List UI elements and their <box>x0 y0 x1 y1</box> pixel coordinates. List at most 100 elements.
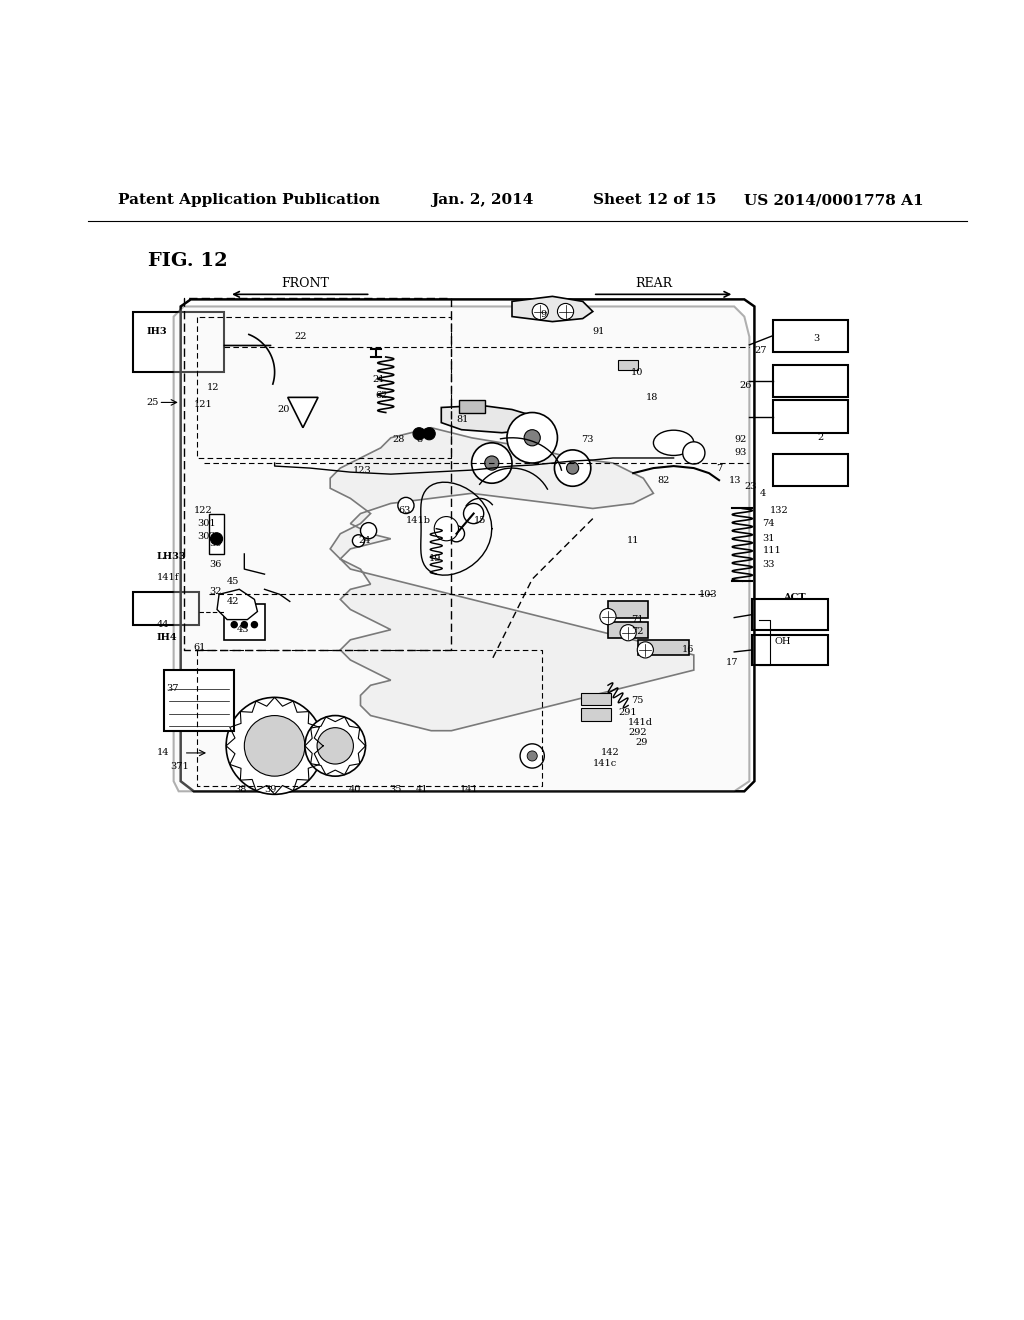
Text: 3: 3 <box>813 334 819 343</box>
Text: Patent Application Publication: Patent Application Publication <box>118 194 380 207</box>
FancyBboxPatch shape <box>773 366 848 397</box>
Text: 43: 43 <box>238 626 250 634</box>
Text: 35: 35 <box>389 785 401 793</box>
Text: 10: 10 <box>631 367 643 376</box>
Circle shape <box>211 533 222 545</box>
Text: 13: 13 <box>729 475 741 484</box>
Text: 91: 91 <box>593 327 605 337</box>
Text: 42: 42 <box>227 597 240 606</box>
FancyBboxPatch shape <box>608 602 648 618</box>
FancyBboxPatch shape <box>618 360 638 370</box>
Text: 103: 103 <box>698 590 718 599</box>
FancyBboxPatch shape <box>224 605 264 640</box>
Text: US 2014/0001778 A1: US 2014/0001778 A1 <box>744 194 924 207</box>
Polygon shape <box>512 297 593 322</box>
Text: 142: 142 <box>601 748 620 758</box>
Text: 39: 39 <box>264 785 276 793</box>
Text: 30: 30 <box>209 540 221 548</box>
Text: 301: 301 <box>197 519 215 528</box>
Circle shape <box>532 304 549 319</box>
Circle shape <box>472 442 512 483</box>
Text: 63: 63 <box>399 506 412 515</box>
Text: OH: OH <box>774 638 792 647</box>
Text: 25: 25 <box>146 397 159 407</box>
FancyBboxPatch shape <box>753 635 828 665</box>
FancyBboxPatch shape <box>460 400 484 413</box>
Text: 141c: 141c <box>593 759 617 767</box>
Text: 61: 61 <box>194 643 206 652</box>
Circle shape <box>434 516 459 541</box>
Text: 92: 92 <box>734 436 746 445</box>
Text: 38: 38 <box>234 785 247 793</box>
Text: IH3: IH3 <box>146 327 167 337</box>
FancyBboxPatch shape <box>209 513 224 554</box>
FancyBboxPatch shape <box>773 319 848 352</box>
FancyBboxPatch shape <box>773 454 848 486</box>
FancyBboxPatch shape <box>753 599 828 630</box>
Text: 71: 71 <box>631 615 644 624</box>
Text: 20: 20 <box>278 405 290 414</box>
Text: 22: 22 <box>295 333 307 342</box>
Text: 33: 33 <box>763 560 775 569</box>
Text: 132: 132 <box>770 506 788 515</box>
Text: 291: 291 <box>618 708 637 717</box>
Text: 73: 73 <box>581 436 593 445</box>
Polygon shape <box>288 397 318 428</box>
Circle shape <box>251 622 257 628</box>
Circle shape <box>566 462 579 474</box>
Text: 18: 18 <box>645 393 657 401</box>
Text: IH4: IH4 <box>157 634 177 643</box>
Text: 82: 82 <box>657 475 670 484</box>
Circle shape <box>520 744 545 768</box>
Text: 141d: 141d <box>628 718 653 727</box>
Text: 29: 29 <box>635 738 647 747</box>
Text: FRONT: FRONT <box>281 277 329 290</box>
Text: 44: 44 <box>157 620 169 630</box>
Circle shape <box>600 609 616 624</box>
Circle shape <box>484 455 499 470</box>
Text: Jan. 2, 2014: Jan. 2, 2014 <box>431 194 534 207</box>
Polygon shape <box>217 589 257 619</box>
Text: 28: 28 <box>393 436 406 445</box>
Text: 302: 302 <box>197 532 215 541</box>
Text: REAR: REAR <box>635 277 672 290</box>
FancyBboxPatch shape <box>638 640 689 655</box>
Circle shape <box>360 523 377 539</box>
Text: 122: 122 <box>194 506 213 515</box>
Text: 72: 72 <box>631 627 644 636</box>
Circle shape <box>352 535 365 546</box>
Text: 27: 27 <box>755 346 767 355</box>
Circle shape <box>231 622 238 628</box>
Text: 74: 74 <box>763 519 775 528</box>
Circle shape <box>621 624 636 640</box>
Text: 121: 121 <box>194 400 213 409</box>
FancyBboxPatch shape <box>133 593 199 624</box>
Circle shape <box>226 697 324 795</box>
Circle shape <box>449 525 465 541</box>
Text: 12: 12 <box>207 383 219 392</box>
FancyBboxPatch shape <box>133 312 224 372</box>
Text: 141b: 141b <box>406 516 431 525</box>
Text: 26: 26 <box>739 380 752 389</box>
Text: 141: 141 <box>460 785 478 793</box>
Text: 2: 2 <box>817 433 823 442</box>
Ellipse shape <box>653 430 694 455</box>
Text: 16: 16 <box>682 645 694 655</box>
Circle shape <box>317 727 353 764</box>
Circle shape <box>398 498 414 513</box>
Text: 371: 371 <box>171 762 189 771</box>
Text: 62: 62 <box>376 391 388 400</box>
FancyBboxPatch shape <box>164 671 234 731</box>
Circle shape <box>524 430 541 446</box>
Text: 21: 21 <box>373 375 385 384</box>
Ellipse shape <box>683 442 705 465</box>
Text: 14: 14 <box>157 748 169 758</box>
Text: 31: 31 <box>763 535 775 544</box>
Polygon shape <box>441 405 543 433</box>
Text: LH33: LH33 <box>157 553 186 561</box>
Text: ACT: ACT <box>782 593 805 602</box>
Circle shape <box>305 715 366 776</box>
Text: 93: 93 <box>734 449 746 458</box>
FancyBboxPatch shape <box>773 400 848 433</box>
Text: Sheet 12 of 15: Sheet 12 of 15 <box>593 194 716 207</box>
